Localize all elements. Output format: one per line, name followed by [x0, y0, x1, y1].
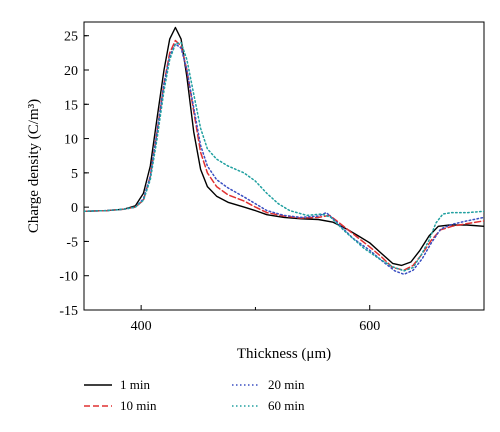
y-tick-label: 15 [64, 98, 78, 113]
plot-frame [83, 21, 485, 311]
x-tick-label: 400 [131, 319, 152, 334]
legend-label: 60 min [268, 398, 305, 413]
x-axis-title: Thickness (μm) [237, 346, 331, 362]
legend-label: 10 min [120, 398, 157, 413]
series-line [84, 41, 484, 272]
y-tick-label: 20 [64, 64, 78, 79]
y-tick-label: -10 [59, 270, 78, 285]
y-tick-label: 10 [64, 133, 78, 148]
y-tick-label: 25 [64, 30, 78, 45]
axis-ticks: 25 20 15 10 5 0 -5 -10 -15 400 600 [59, 30, 485, 334]
y-tick-label: -5 [66, 235, 78, 250]
series-lines [84, 26, 484, 276]
legend-label: 1 min [120, 377, 150, 392]
legend-label: 20 min [268, 377, 305, 392]
legend: 1 min 10 min 20 min 60 min [84, 377, 305, 413]
y-tick-label: -15 [59, 304, 78, 319]
y-tick-label: 0 [71, 201, 78, 216]
series-line [84, 26, 484, 267]
y-tick-label: 5 [71, 167, 78, 182]
series-line [84, 43, 484, 276]
y-axis-title: Charge density (C/m³) [26, 99, 42, 233]
x-tick-label: 600 [359, 319, 380, 334]
series-line [84, 39, 484, 271]
